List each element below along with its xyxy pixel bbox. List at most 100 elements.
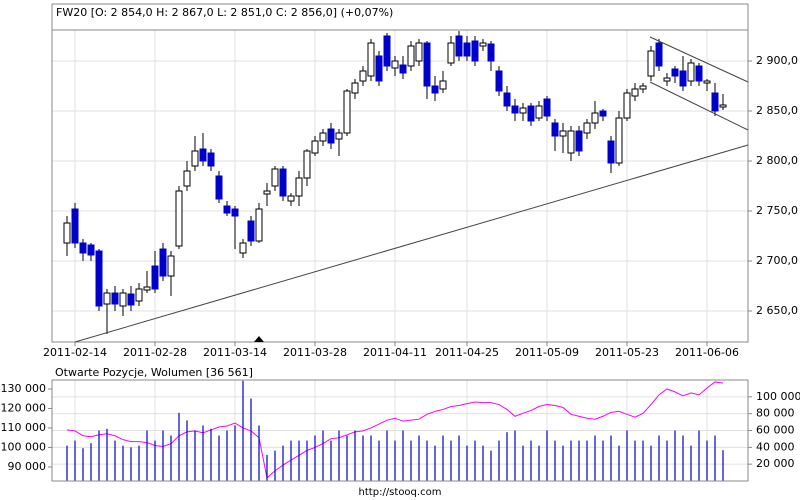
candle-body <box>359 70 367 82</box>
candle-body <box>95 250 103 307</box>
candle-body <box>407 45 415 67</box>
trend-line <box>649 36 749 83</box>
candle-body <box>583 122 591 134</box>
candle-body <box>135 288 143 302</box>
candle-body <box>383 35 391 67</box>
candle-body <box>551 122 559 137</box>
candle-body <box>111 292 119 305</box>
y-tick-label: 90 000 <box>8 460 47 473</box>
candle-body <box>479 42 487 47</box>
candle-body <box>495 70 503 92</box>
candle-body <box>255 208 263 242</box>
candle-body <box>119 292 127 307</box>
candle-body <box>103 292 111 305</box>
candle-body <box>335 132 343 140</box>
candle-body <box>671 68 679 77</box>
trend-line <box>74 144 749 343</box>
candle-body <box>127 293 135 306</box>
y-tick-label: 120 000 <box>1 401 47 414</box>
candle-body <box>687 62 695 82</box>
candle-body <box>279 168 287 197</box>
candle-body <box>647 50 655 77</box>
candle-body <box>271 168 279 187</box>
candle-body <box>447 42 455 64</box>
x-tick-label: 2011-03-28 <box>283 346 347 359</box>
candle-body <box>223 205 231 214</box>
candle-body <box>247 220 255 242</box>
y-tick-label: 2 700,0 <box>756 254 798 267</box>
x-tick-label: 2011-05-23 <box>595 346 659 359</box>
candle-body <box>463 42 471 57</box>
y-tick-label: 100 000 <box>1 440 47 453</box>
candle-body <box>207 152 215 167</box>
candle-body <box>415 42 423 62</box>
candle-body <box>559 130 567 137</box>
x-tick-label: 2011-03-14 <box>203 346 267 359</box>
candle-body <box>143 286 151 291</box>
candle-body <box>423 42 431 87</box>
open-interest-line <box>66 381 724 479</box>
candle-body <box>719 104 727 108</box>
candle-body <box>679 70 687 87</box>
candle-body <box>703 80 711 84</box>
candle-body <box>303 150 311 179</box>
candle-body <box>231 208 239 217</box>
x-tick-label: 2011-02-14 <box>43 346 107 359</box>
x-tick-label: 2011-06-06 <box>675 346 739 359</box>
candle-body <box>655 42 663 67</box>
candle-body <box>615 117 623 164</box>
candle-body <box>519 107 527 114</box>
candle-body <box>503 92 511 107</box>
y2-tick-label: 40 000 <box>756 440 795 453</box>
y-tick-label: 2 650,0 <box>756 304 798 317</box>
candle-body <box>527 105 535 122</box>
candle-body <box>71 208 79 244</box>
candle-body <box>263 190 271 195</box>
candle-body <box>639 85 647 90</box>
candle-body <box>343 90 351 134</box>
grid <box>52 30 748 481</box>
candle-body <box>711 92 719 112</box>
candle-body <box>607 140 615 164</box>
x-tick-label: 2011-04-25 <box>435 346 499 359</box>
y-tick-label: 2 800,0 <box>756 154 798 167</box>
trend-line <box>649 81 749 131</box>
candle-body <box>175 190 183 247</box>
candle-body <box>295 177 303 197</box>
candle-body <box>287 195 295 202</box>
candle-body <box>631 88 639 97</box>
y-tick-label: 110 000 <box>1 421 47 434</box>
x-tick-label: 2011-05-09 <box>515 346 579 359</box>
candle-body <box>599 110 607 117</box>
candle-body <box>351 82 359 94</box>
candle-body <box>535 105 543 119</box>
candle-body <box>215 175 223 200</box>
candle-body <box>375 55 383 82</box>
main-frame <box>51 3 749 343</box>
candle-body <box>199 148 207 162</box>
y-tick-label: 2 750,0 <box>756 204 798 217</box>
candle-body <box>399 64 407 74</box>
candle-body <box>87 244 95 256</box>
candle-body <box>367 42 375 77</box>
candle-body <box>471 40 479 62</box>
candle-body <box>695 65 703 82</box>
y-tick-label: 130 000 <box>1 382 47 395</box>
y2-tick-label: 20 000 <box>756 457 795 470</box>
candle-body <box>319 132 327 142</box>
candle-body <box>327 128 335 144</box>
candle-body <box>455 35 463 57</box>
marker <box>254 336 264 342</box>
marks <box>63 31 727 481</box>
candle-body <box>79 242 87 254</box>
candle-body <box>239 242 247 254</box>
candle-body <box>663 77 671 82</box>
y2-tick-label: 100 000 <box>756 390 800 403</box>
x-tick-label: 2011-02-28 <box>123 346 187 359</box>
candle-body <box>543 98 551 117</box>
x-tick-label: 2011-04-11 <box>363 346 427 359</box>
y-tick-label: 2 850,0 <box>756 104 798 117</box>
candle-body <box>311 140 319 154</box>
candle-body <box>575 130 583 152</box>
